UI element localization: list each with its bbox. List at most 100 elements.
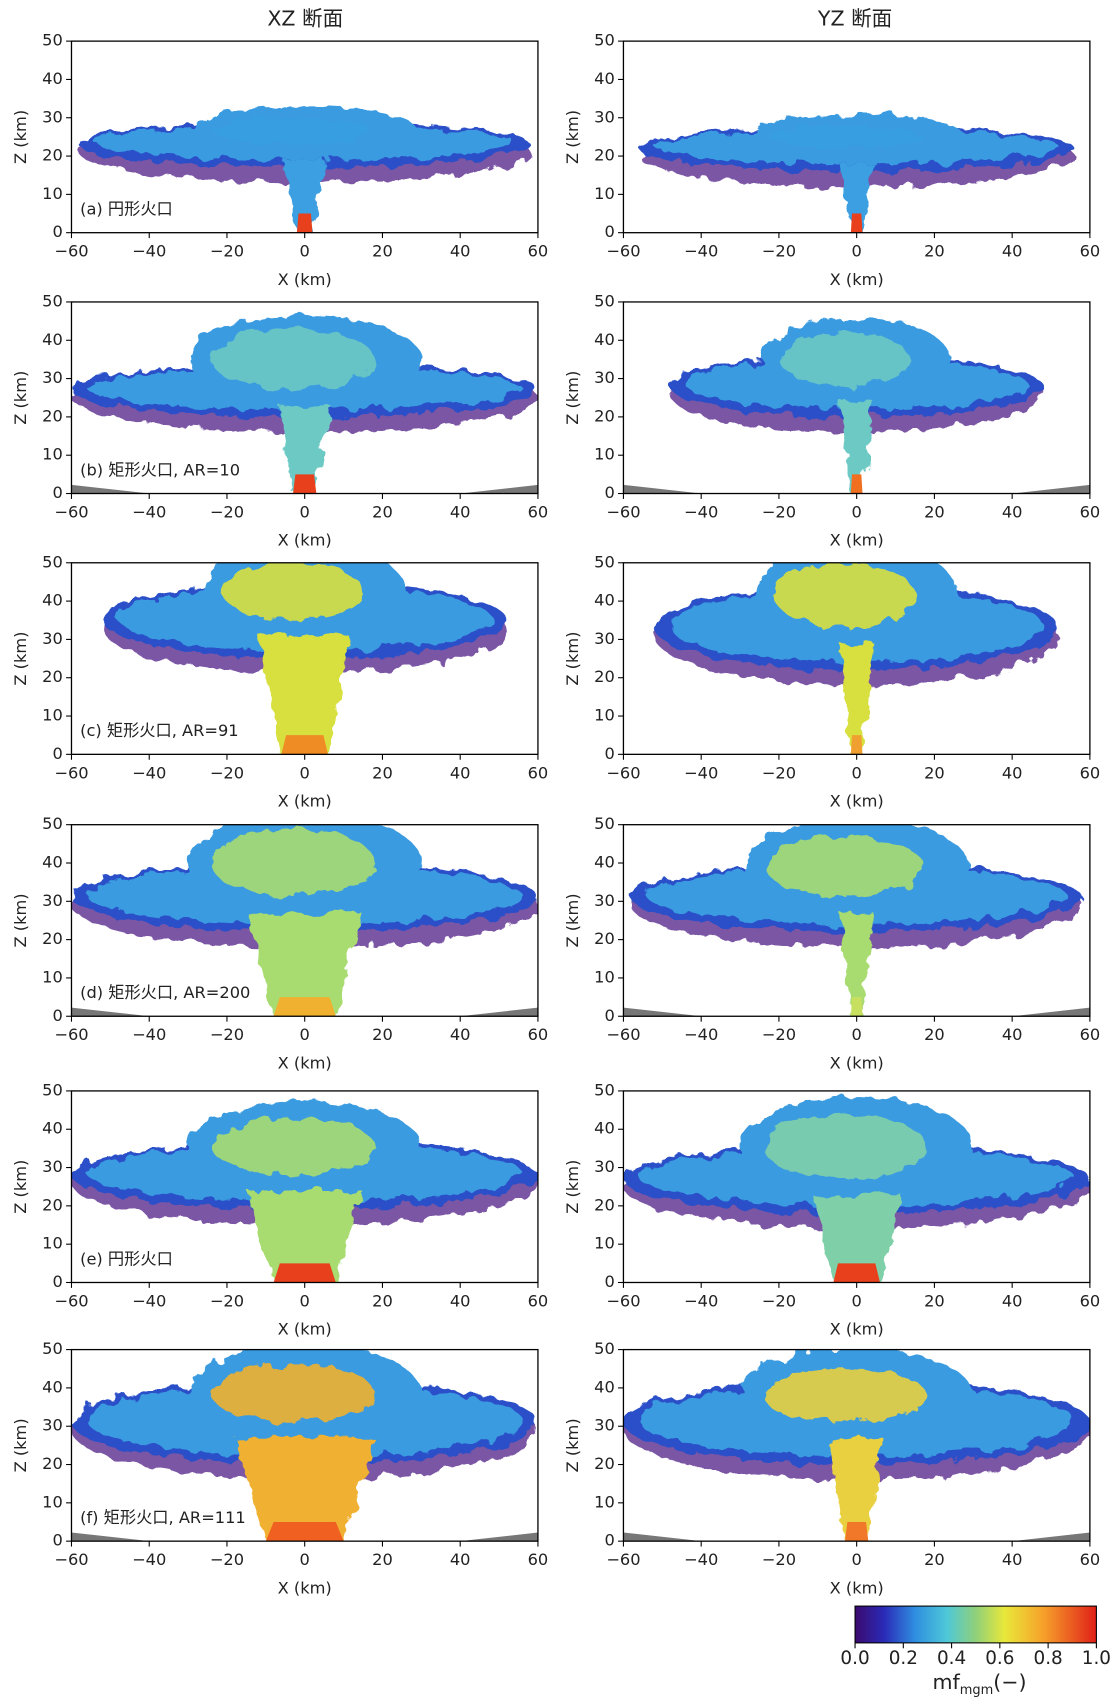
x-tick-label: −40 [684, 502, 718, 521]
plume-inner [763, 1368, 927, 1423]
x-tick-label: 60 [528, 242, 549, 261]
y-tick-label: 30 [594, 368, 615, 387]
plume-inner [766, 836, 924, 898]
plume-field [79, 106, 531, 233]
y-tick-label: 40 [594, 69, 615, 88]
plume [102, 562, 507, 755]
x-axis-label: X (km) [830, 1320, 884, 1339]
y-tick-label: 40 [594, 330, 615, 349]
vent-core [850, 474, 863, 494]
x-tick-label: −20 [210, 1291, 244, 1310]
plume-inner [222, 562, 364, 621]
x-tick-label: −40 [684, 242, 718, 261]
x-tick-label: 0 [852, 1025, 862, 1044]
x-tick-label: −60 [606, 1291, 640, 1310]
plume-stem [839, 401, 874, 494]
colorbar-tick-label: 0.4 [937, 1648, 966, 1669]
x-tick-label: −40 [684, 1025, 718, 1044]
panel: −60 −40 −20 0 20 40 60 0 10 20 30 40 50 X (km) Z (km) (… [11, 552, 548, 810]
x-tick-label: −40 [684, 1550, 718, 1569]
panel-label: (d) 矩形火口, AR=200 [80, 983, 250, 1002]
y-tick-label: 0 [604, 1531, 614, 1550]
y-tick-label: 20 [42, 406, 63, 425]
plume [654, 562, 1059, 755]
plume-stem [839, 643, 874, 755]
y-tick-label: 50 [42, 1080, 63, 1099]
x-tick-label: −40 [132, 1291, 166, 1310]
x-tick-label: 20 [372, 1025, 393, 1044]
y-tick-label: 50 [42, 1339, 63, 1358]
y-axis-label: Z (km) [11, 893, 30, 947]
y-tick-label: 40 [42, 1377, 63, 1396]
y-tick-label: 50 [594, 1080, 615, 1099]
colorbar-tick-label: 0.8 [1034, 1648, 1063, 1669]
x-tick-label: −40 [132, 1550, 166, 1569]
x-tick-label: −60 [54, 502, 88, 521]
y-tick-label: 30 [42, 1157, 63, 1176]
vent-core [850, 997, 863, 1017]
x-tick-label: 20 [372, 1291, 393, 1310]
x-axis-label: X (km) [278, 270, 332, 289]
x-tick-label: 0 [300, 1025, 310, 1044]
x-tick-label: −20 [210, 763, 244, 782]
x-tick-label: −60 [606, 1550, 640, 1569]
vent-core [296, 213, 313, 233]
plume-stem [839, 912, 874, 1017]
panel-label: (f) 矩形火口, AR=111 [80, 1508, 246, 1527]
y-tick-label: 30 [594, 107, 615, 126]
plume-field [623, 1096, 1090, 1283]
x-tick-label: 0 [852, 1291, 862, 1310]
x-tick-label: 40 [1002, 1550, 1023, 1569]
vent-core [281, 735, 329, 755]
x-tick-label: −40 [132, 763, 166, 782]
y-tick-label: 30 [594, 1416, 615, 1435]
y-tick-label: 30 [42, 629, 63, 648]
terrain [623, 1007, 1090, 1017]
vent-core [293, 474, 317, 494]
panel: −60 −40 −20 0 20 40 60 0 10 20 30 40 50 X (km) Z (km) (… [11, 291, 548, 549]
y-tick-label: 30 [594, 1157, 615, 1176]
plume-inner [779, 332, 911, 387]
y-tick-label: 20 [42, 146, 63, 165]
x-tick-label: 0 [300, 242, 310, 261]
colorbar-label: mfmgm(−) [933, 1670, 1027, 1697]
y-tick-label: 0 [604, 222, 614, 241]
y-axis-label: Z (km) [563, 110, 582, 164]
plume [71, 315, 538, 494]
vent-core [850, 213, 863, 233]
y-axis-label: Z (km) [563, 371, 582, 425]
y-tick-label: 0 [52, 1272, 62, 1291]
y-tick-label: 10 [42, 967, 63, 986]
y-tick-label: 30 [594, 891, 615, 910]
x-tick-label: −60 [606, 763, 640, 782]
y-tick-label: 10 [42, 1234, 63, 1253]
panel: −60 −40 −20 0 20 40 60 0 10 20 30 40 50 X (km) Z (km) [563, 1080, 1100, 1338]
y-tick-label: 0 [604, 1006, 614, 1025]
x-tick-label: −40 [684, 1291, 718, 1310]
x-tick-label: 60 [1080, 1025, 1101, 1044]
terrain [623, 484, 1090, 494]
x-tick-label: −60 [54, 1550, 88, 1569]
x-axis-label: X (km) [278, 791, 332, 810]
terrain [71, 1007, 538, 1017]
y-tick-label: 10 [42, 706, 63, 725]
x-tick-label: −60 [606, 1025, 640, 1044]
terrain [71, 484, 538, 494]
x-tick-label: −40 [684, 763, 718, 782]
x-tick-label: 20 [924, 1025, 945, 1044]
plume-inner [211, 1364, 375, 1423]
x-tick-label: 20 [924, 242, 945, 261]
y-tick-label: 40 [42, 330, 63, 349]
x-axis-label: X (km) [830, 270, 884, 289]
y-axis-label: Z (km) [11, 1418, 30, 1472]
y-axis-label: Z (km) [563, 1160, 582, 1214]
colorbar [854, 1605, 1097, 1644]
x-tick-label: −40 [132, 502, 166, 521]
y-tick-label: 20 [594, 929, 615, 948]
y-tick-label: 0 [52, 1006, 62, 1025]
panel: −60 −40 −20 0 20 40 60 0 10 20 30 40 50 X (km) Z (km) [563, 1339, 1100, 1597]
plume-field [638, 113, 1075, 233]
plume [638, 113, 1075, 233]
y-tick-label: 50 [42, 291, 63, 310]
